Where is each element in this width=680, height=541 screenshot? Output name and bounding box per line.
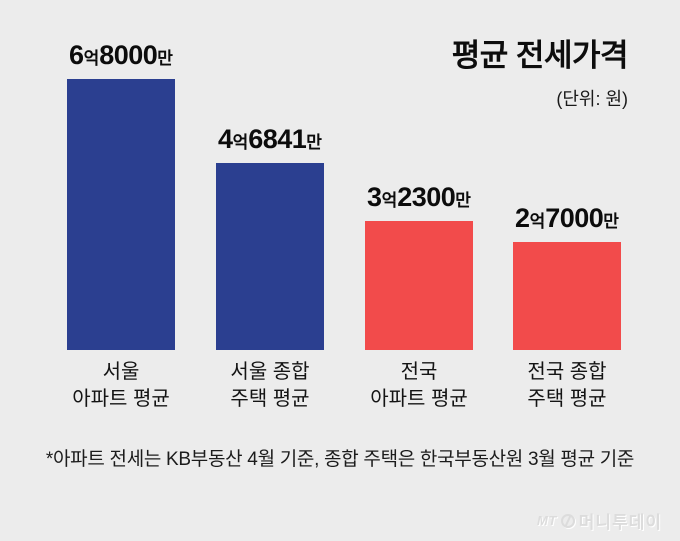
category-label-line: 주택 평균 (230, 388, 310, 410)
value-unit: 만 (306, 133, 322, 152)
category-label-line: 아파트 평균 (370, 388, 468, 410)
footnote: *아파트 전세는 KB부동산 4월 기준, 종합 주택은 한국부동산원 3월 평… (45, 449, 635, 470)
category-label-line: 전국 종합 (527, 361, 607, 383)
category-label-line: 전국 (400, 361, 438, 383)
bar (513, 242, 621, 350)
value-number: 7000 (545, 203, 604, 233)
brand-name: 머니투데이 (578, 513, 662, 532)
value-unit: 만 (455, 191, 471, 210)
value-label: 4억6841만 (218, 123, 322, 155)
value-number: 2 (515, 203, 530, 233)
page-title: 평균 전세가격 (451, 38, 629, 73)
value-label: 6억8000만 (69, 39, 173, 71)
value-unit: 억 (232, 133, 249, 152)
title-block: 평균 전세가격 (단위: 원) (451, 30, 629, 111)
bar (365, 221, 473, 350)
value-unit: 억 (83, 49, 100, 68)
value-number: 8000 (99, 40, 158, 70)
unit-note: (단위: 원) (556, 89, 628, 109)
brand-mt-text: MT (537, 513, 557, 528)
category-label-line: 주택 평균 (527, 388, 607, 410)
value-number: 4 (218, 124, 233, 154)
category-label-line: 아파트 평균 (72, 388, 170, 410)
value-label: 3억2300만 (367, 181, 471, 213)
brand-coin-icon (560, 513, 575, 528)
value-label: 2억7000만 (515, 202, 619, 234)
value-number: 6 (69, 40, 84, 70)
category-label-line: 서울 (102, 361, 140, 383)
bar (67, 79, 175, 350)
value-unit: 만 (603, 212, 619, 231)
value-unit: 억 (381, 191, 398, 210)
value-number: 2300 (397, 182, 456, 212)
bar (216, 163, 324, 350)
value-number: 3 (367, 182, 382, 212)
brand-logo: MT 머니투데이 (537, 508, 662, 533)
value-unit: 억 (529, 212, 546, 231)
value-number: 6841 (248, 124, 307, 154)
value-unit: 만 (157, 49, 173, 68)
category-label-line: 서울 종합 (230, 361, 310, 383)
